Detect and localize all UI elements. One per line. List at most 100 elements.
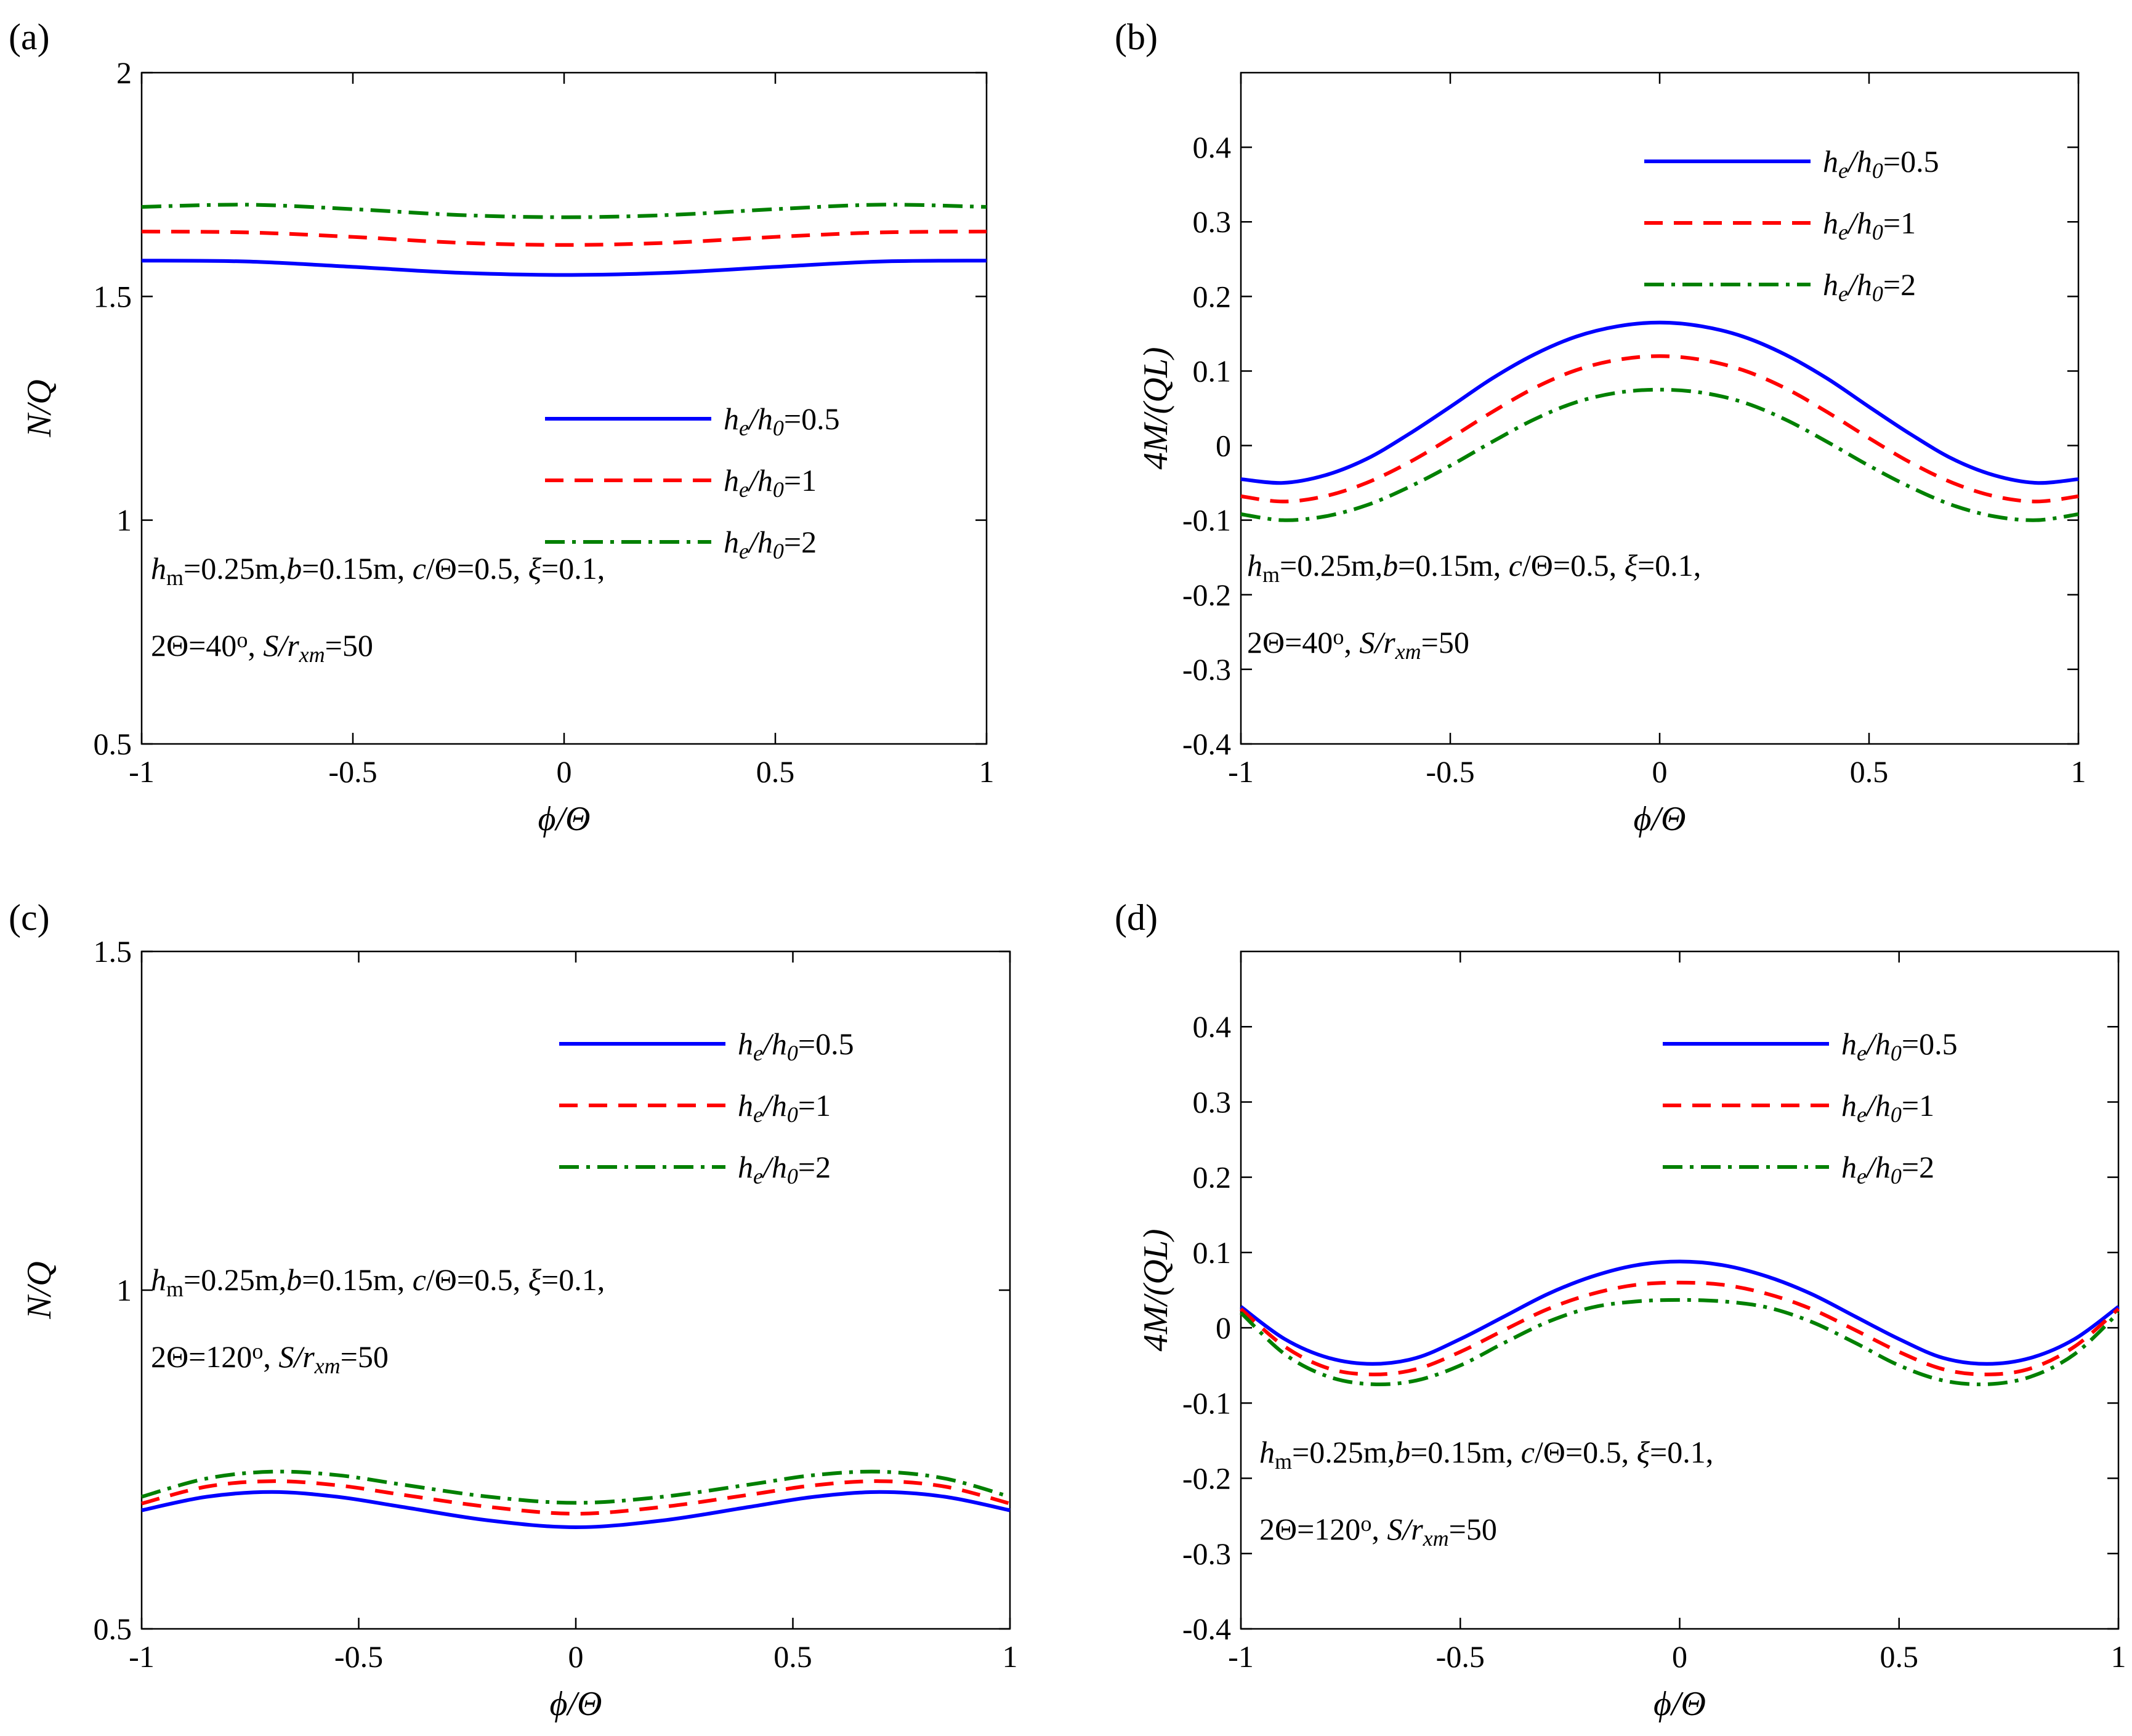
chart-panel-c: (c)-1 -0.5 0 0.5 10.511.5ϕ/ΘN/Qhe/h0=0.5he/h… xyxy=(9,897,1018,1723)
panel-label: (b) xyxy=(1115,17,1158,57)
annotation-line-1-run: b xyxy=(1383,548,1398,583)
annotation-line-1-run: =0.15m, xyxy=(302,551,413,586)
series-line-2 xyxy=(1240,1280,2120,1376)
annotation-line-1-run: h xyxy=(1259,1435,1275,1469)
annotation-line-2-run: xm xyxy=(299,642,325,667)
y-tick-label: -0.4 xyxy=(1182,1612,1231,1646)
y-tick-label: 2 xyxy=(116,55,132,90)
y-tick-label: 0.2 xyxy=(1193,1160,1232,1195)
annotation-line-2-run: o xyxy=(236,628,248,652)
y-tick-label: 0.5 xyxy=(94,727,132,761)
annotation-line-2-run: o xyxy=(1360,1511,1371,1536)
annotation-line-1-run: =0.15m, xyxy=(302,1262,413,1297)
legend-entry-3: he/h0=2 xyxy=(738,1150,831,1189)
annotation-line-1-run: ξ xyxy=(1625,548,1638,583)
x-axis-label: ϕ/Θ xyxy=(1634,800,1686,838)
annotation-line-2-run: xm xyxy=(1423,1526,1449,1551)
annotation-line-1-run: m xyxy=(166,1277,184,1301)
x-tick-label: 0 xyxy=(568,1639,584,1674)
x-axis-label: ϕ/Θ xyxy=(1654,1685,1706,1723)
series-line-3 xyxy=(1239,1298,2120,1387)
y-tick-label: 0.4 xyxy=(1193,130,1232,164)
annotation-line-2-run: =50 xyxy=(341,1339,389,1374)
annotation-line-1: hm=0.25m,b=0.15m, c/Θ=0.5, ξ=0.1, xyxy=(1259,1435,1713,1474)
series-line-2 xyxy=(1240,354,2079,504)
annotation-line-2: 2Θ=40o, S/rxm=50 xyxy=(151,628,373,667)
legend-entry-2: he/h0=1 xyxy=(1841,1088,1934,1127)
annotation-line-2-run: S/r xyxy=(1359,625,1395,660)
x-tick-label: 0.5 xyxy=(773,1639,812,1674)
y-tick-label: -0.2 xyxy=(1182,578,1231,612)
panel-label: (d) xyxy=(1115,897,1158,938)
legend: he/h0=0.5 he/h0=1 he/h0=2 xyxy=(1644,144,1939,306)
y-axis-label: 4M/(QL) xyxy=(1137,347,1175,469)
y-tick-label: 0.1 xyxy=(1193,353,1232,388)
series-line-2 xyxy=(141,1479,1011,1516)
x-tick-label: -1 xyxy=(1228,1639,1254,1674)
annotation-line-2-run: 2Θ=40 xyxy=(151,628,236,663)
y-tick-label: 1 xyxy=(116,503,132,538)
series-line-3 xyxy=(141,1469,1011,1505)
annotation-line-2-run: =50 xyxy=(325,628,373,663)
annotation-line-1-run: =0.15m, xyxy=(1398,548,1509,583)
annotation-line-1-run: m xyxy=(166,565,184,590)
y-tick-label: 0.2 xyxy=(1193,279,1232,313)
y-axis-label: N/Q xyxy=(20,379,59,437)
x-axis-label: ϕ/Θ xyxy=(550,1685,602,1723)
series-line-1 xyxy=(1240,320,2079,485)
x-tick-label: -1 xyxy=(1228,754,1254,789)
annotation-line-1-run: =0.1, xyxy=(1637,548,1701,583)
series-line-3 xyxy=(141,203,987,219)
annotation-line-1-run: c xyxy=(1509,548,1522,583)
x-tick-label: 1 xyxy=(2071,754,2086,789)
y-tick-label: -0.1 xyxy=(1182,503,1231,538)
series-line-1 xyxy=(1240,1259,2120,1366)
annotation-line-2-run: 2Θ=40 xyxy=(1247,625,1333,660)
annotation-line-1-run: =0.25m, xyxy=(184,1262,286,1297)
x-tick-label: 1 xyxy=(2111,1639,2126,1674)
annotation-line-2-run: =50 xyxy=(1421,625,1469,660)
annotation-line-1-run: =0.1, xyxy=(1650,1435,1713,1469)
annotation-line-2-run: S/r xyxy=(278,1339,315,1374)
y-tick-label: 0 xyxy=(1216,1310,1231,1345)
y-tick-label: -0.3 xyxy=(1182,652,1231,687)
y-tick-label: 0.3 xyxy=(1193,204,1232,239)
annotation-line-1-run: c xyxy=(1521,1435,1535,1469)
legend-entry-3: he/h0=2 xyxy=(1841,1150,1934,1189)
y-tick-label: 0.3 xyxy=(1193,1084,1232,1119)
annotation-line-1: hm=0.25m,b=0.15m, c/Θ=0.5, ξ=0.1, xyxy=(1247,548,1701,587)
annotation-line-1-run: h xyxy=(1247,548,1262,583)
annotation-line-2-run: S/r xyxy=(263,628,299,663)
annotation-line-2-run: o xyxy=(252,1339,263,1363)
x-tick-label: 0 xyxy=(1652,754,1668,789)
panel-label: (a) xyxy=(9,17,50,57)
x-tick-label: -0.5 xyxy=(328,754,377,789)
legend-entry-2: he/h0=1 xyxy=(724,463,817,502)
y-tick-label: -0.2 xyxy=(1182,1461,1231,1496)
annotation-line-1-run: =0.1, xyxy=(541,1262,605,1297)
x-axis-label: ϕ/Θ xyxy=(538,800,591,838)
annotation-line-1-run: ξ xyxy=(1637,1435,1650,1469)
x-tick-label: -0.5 xyxy=(1426,754,1474,789)
x-tick-label: 0.5 xyxy=(756,754,795,789)
annotation-line-1: hm=0.25m,b=0.15m, c/Θ=0.5, ξ=0.1, xyxy=(151,1262,605,1301)
legend-entry-3: he/h0=2 xyxy=(724,525,817,563)
y-tick-label: 1.5 xyxy=(94,279,132,313)
annotation-line-2: 2Θ=40o, S/rxm=50 xyxy=(1247,624,1469,664)
annotation-line-1-run: h xyxy=(151,1262,166,1297)
annotation-line-1-run: b xyxy=(1395,1435,1410,1469)
x-tick-label: 1 xyxy=(979,754,995,789)
annotation-line-1-run: c xyxy=(413,1262,426,1297)
annotation-line-1-run: /Θ=0.5, xyxy=(426,551,528,586)
y-tick-label: 1.5 xyxy=(94,934,132,969)
x-tick-label: 0.5 xyxy=(1880,1639,1919,1674)
x-tick-label: 1 xyxy=(1003,1639,1018,1674)
legend-entry-1: he/h0=0.5 xyxy=(738,1027,854,1065)
annotation-line-2-run: , xyxy=(1344,625,1359,660)
y-tick-label: -0.3 xyxy=(1182,1536,1231,1571)
annotation-line-2-run: xm xyxy=(314,1354,341,1378)
annotation-line-1-run: b xyxy=(286,1262,302,1297)
chart-panel-b: (b) -1 -0.5 0 0.5 1 -0.4 -0.3 -0.2 -0.1 0 0.1 0.2 0.3… xyxy=(1115,17,2086,838)
annotation-line-1-run: ξ xyxy=(528,1262,542,1297)
